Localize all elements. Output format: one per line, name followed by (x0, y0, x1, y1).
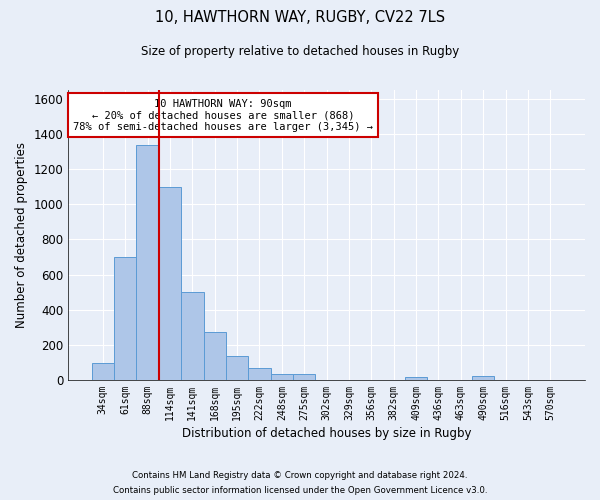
Bar (181, 292, 203, 380)
Bar (136, 146, 159, 380)
Bar (114, 257, 136, 380)
Bar (405, 378, 427, 380)
Text: Size of property relative to detached houses in Rugby: Size of property relative to detached ho… (141, 45, 459, 58)
Bar (92, 364, 114, 380)
Bar (226, 356, 248, 380)
Bar (293, 374, 316, 380)
Bar (248, 368, 271, 380)
Text: Contains public sector information licensed under the Open Government Licence v3: Contains public sector information licen… (113, 486, 487, 495)
Text: 10 HAWTHORN WAY: 90sqm
← 20% of detached houses are smaller (868)
78% of semi-de: 10 HAWTHORN WAY: 90sqm ← 20% of detached… (73, 98, 373, 132)
Bar (159, 186, 181, 380)
Bar (203, 332, 226, 380)
Y-axis label: Number of detached properties: Number of detached properties (15, 142, 28, 328)
Text: Contains HM Land Registry data © Crown copyright and database right 2024.: Contains HM Land Registry data © Crown c… (132, 471, 468, 480)
Bar (271, 374, 293, 380)
X-axis label: Distribution of detached houses by size in Rugby: Distribution of detached houses by size … (182, 427, 472, 440)
Text: 10, HAWTHORN WAY, RUGBY, CV22 7LS: 10, HAWTHORN WAY, RUGBY, CV22 7LS (155, 10, 445, 25)
Bar (472, 376, 494, 380)
